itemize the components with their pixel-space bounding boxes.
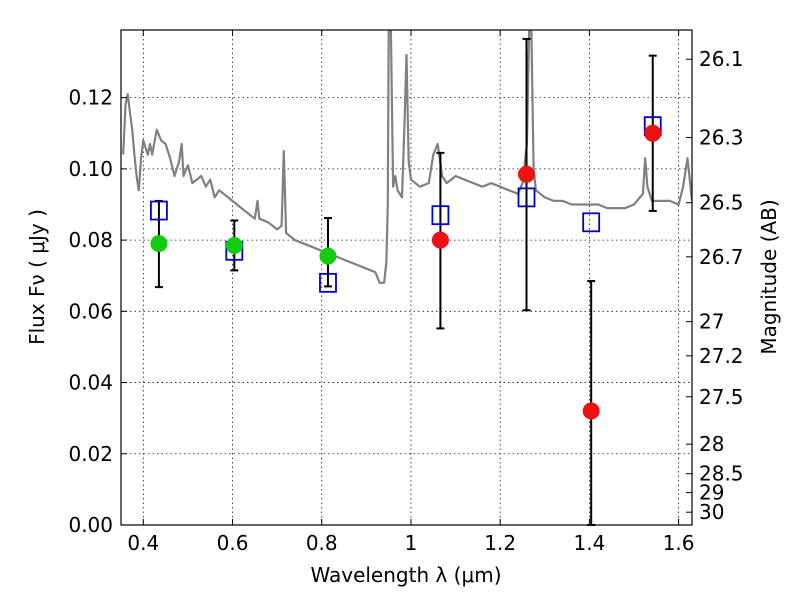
right-tick-label: 26.3 xyxy=(699,126,744,150)
y-tick-label: 0.10 xyxy=(68,157,113,181)
right-tick-label: 30 xyxy=(699,500,724,524)
observed-point xyxy=(517,165,535,183)
y-axis-label: Flux Fν ( μJy ) xyxy=(25,209,49,345)
right-axis-label: Magnitude (AB) xyxy=(757,199,781,354)
observed-point xyxy=(644,124,662,142)
model-square-marker xyxy=(319,272,337,293)
observed-point xyxy=(225,236,243,254)
y-tick-label: 0.04 xyxy=(68,371,113,395)
data-markers xyxy=(150,116,662,420)
x-tick-labels: 0.4 0.6 0.8 1 1.2 1.4 1.6 xyxy=(127,531,694,555)
axis-ticks xyxy=(121,30,692,526)
observed-point xyxy=(431,231,449,249)
right-tick-label: 27.5 xyxy=(699,385,744,409)
model-square-marker xyxy=(517,187,536,208)
y-tick-labels: 0.00 0.02 0.04 0.06 0.08 0.10 0.12 xyxy=(68,86,113,537)
right-tick-label: 26.1 xyxy=(699,47,744,71)
x-tick-label: 0.4 xyxy=(127,531,159,555)
right-tick-label: 28 xyxy=(699,432,724,456)
y-tick-label: 0.08 xyxy=(68,228,113,252)
right-tick-label: 26.5 xyxy=(699,191,744,215)
right-tick-label: 27 xyxy=(699,310,724,334)
x-tick-label: 1.4 xyxy=(573,531,605,555)
observed-point xyxy=(319,247,337,265)
y-tick-label: 0.12 xyxy=(68,86,113,110)
model-square-marker xyxy=(431,205,450,226)
grid-lines xyxy=(121,30,692,526)
x-tick-label: 1.6 xyxy=(663,531,695,555)
plot-frame xyxy=(120,29,693,526)
model-square-marker xyxy=(150,200,168,221)
observed-point xyxy=(150,235,168,253)
y-tick-label: 0.00 xyxy=(68,513,113,537)
y-tick-label: 0.06 xyxy=(68,299,113,323)
right-tick-label: 26.7 xyxy=(699,245,744,269)
x-tick-label: 1 xyxy=(405,531,418,555)
spectrum-line xyxy=(122,30,692,284)
right-tick-label: 29 xyxy=(699,481,724,505)
x-tick-label: 0.8 xyxy=(306,531,338,555)
x-axis-label: Wavelength λ (μm) xyxy=(310,563,501,587)
model-square-marker xyxy=(582,212,601,233)
right-tick-label: 28.5 xyxy=(699,462,744,486)
x-tick-label: 0.6 xyxy=(217,531,249,555)
x-tick-label: 1.2 xyxy=(484,531,516,555)
right-tick-label: 27.2 xyxy=(699,344,744,368)
spectrum-series xyxy=(122,30,692,284)
observed-point xyxy=(582,402,600,420)
y-tick-label: 0.02 xyxy=(68,442,113,466)
